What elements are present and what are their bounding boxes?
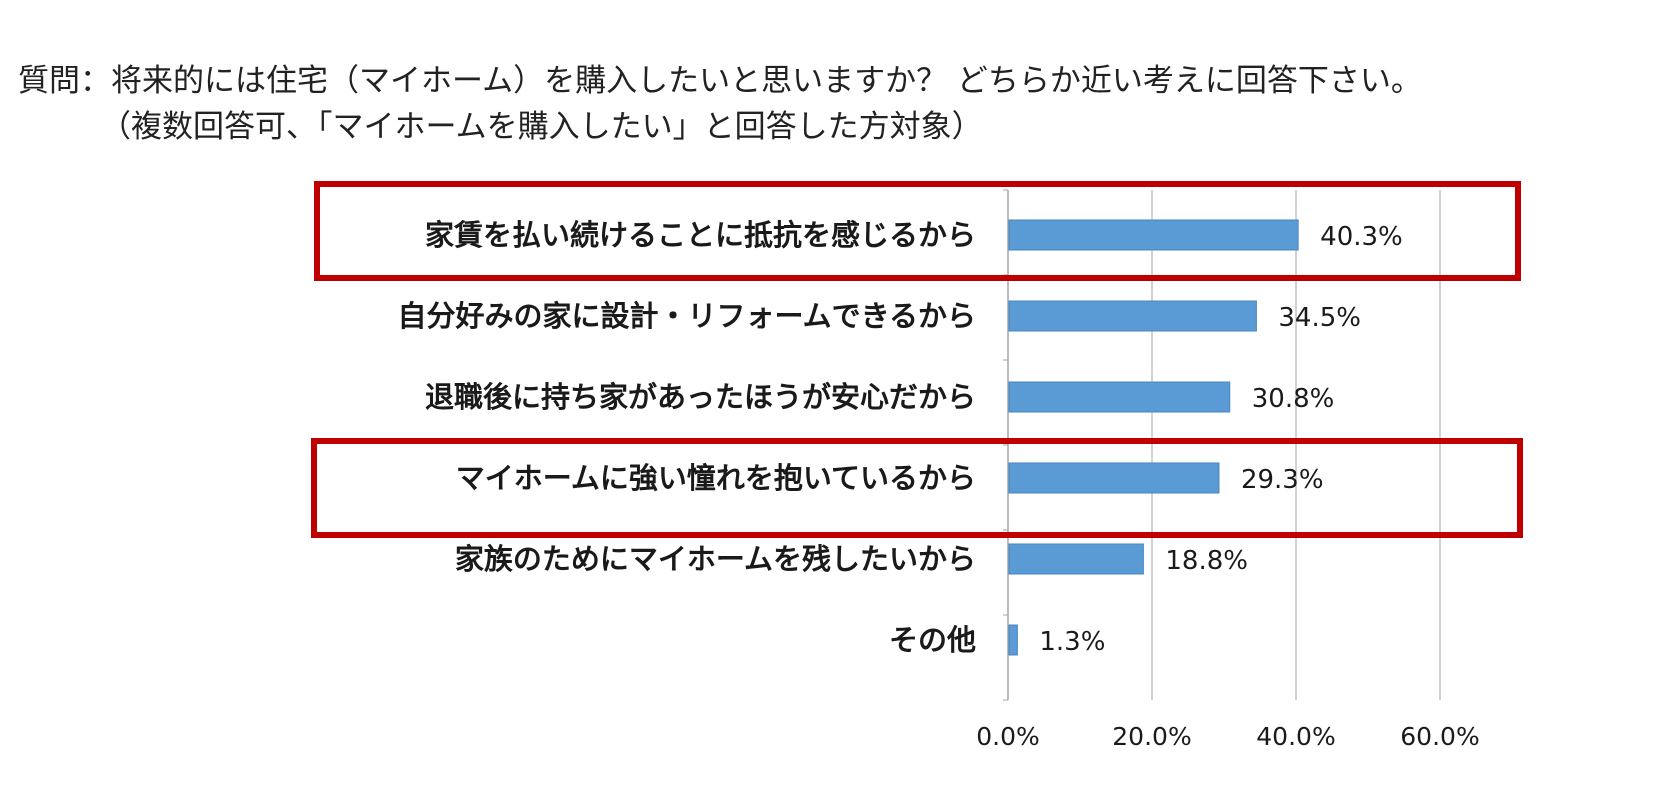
category-label: 自分好みの家に設計・リフォームできるから [397, 299, 976, 333]
category-label: 家賃を払い続けることに抵抗を感じるから [425, 218, 976, 252]
value-labels: 40.3% 34.5% 30.8% 29.3% 18.8% 1.3% [1039, 222, 1402, 657]
x-tick-label: 60.0% [1400, 722, 1479, 751]
data-label: 40.3% [1320, 222, 1403, 252]
data-label: 18.8% [1165, 546, 1248, 576]
bar [1008, 624, 1018, 656]
question-line-1: 質問：将来的には住宅（マイホーム）を購入したいと思いますか？ どちらか近い考えに… [18, 63, 1422, 99]
category-label: マイホームに強い憧れを抱いているから [456, 461, 976, 495]
bar [1008, 462, 1220, 494]
x-axis-ticks: 0.0% 20.0% 40.0% 60.0% [976, 722, 1479, 751]
category-labels: 家賃を払い続けることに抵抗を感じるから自分好みの家に設計・リフォームできるから退… [397, 218, 976, 657]
category-label: 退職後に持ち家があったほうが安心だから [425, 380, 976, 414]
question-line-2: （複数回答可、「マイホームを購入したい」と回答した方対象） [100, 109, 983, 145]
x-tick-label: 40.0% [1256, 722, 1335, 751]
bars [1008, 219, 1299, 656]
question-text: 質問：将来的には住宅（マイホーム）を購入したいと思いますか？ どちらか近い考えに… [18, 58, 1422, 150]
data-label: 29.3% [1241, 465, 1324, 495]
category-label: 家族のためにマイホームを残したいから [455, 542, 976, 576]
highlight-box [311, 438, 1523, 538]
category-label: その他 [889, 623, 976, 657]
bar [1008, 219, 1299, 251]
bar [1008, 543, 1144, 575]
highlight-boxes [311, 181, 1523, 538]
data-label: 34.5% [1278, 303, 1361, 333]
data-label: 30.8% [1252, 384, 1335, 414]
highlight-box [314, 181, 1521, 281]
bar [1008, 300, 1257, 332]
bar [1008, 381, 1231, 413]
x-tick-label: 20.0% [1112, 722, 1191, 751]
x-tick-label: 0.0% [976, 722, 1040, 751]
grid-lines [1003, 189, 1441, 701]
data-label: 1.3% [1039, 627, 1105, 657]
